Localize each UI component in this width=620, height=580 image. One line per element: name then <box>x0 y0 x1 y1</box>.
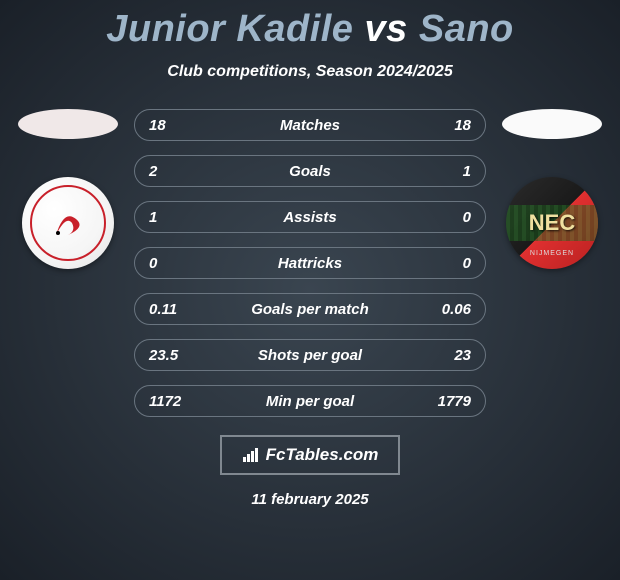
brand-text: FcTables.com <box>266 445 379 465</box>
stat-row: 0 Hattricks 0 <box>134 247 486 279</box>
header: Junior Kadile vs Sano Club competitions,… <box>0 0 620 81</box>
stat-row: 0.11 Goals per match 0.06 <box>134 293 486 325</box>
stat-row: 18 Matches 18 <box>134 109 486 141</box>
subtitle: Club competitions, Season 2024/2025 <box>0 63 620 81</box>
footer: FcTables.com 11 february 2025 <box>0 435 620 508</box>
player1-name: Junior Kadile <box>106 8 353 50</box>
almere-city-icon <box>46 201 90 245</box>
nec-badge-subtext: NIJMEGEN <box>530 250 574 257</box>
stat-right-value: 23 <box>401 347 471 364</box>
stat-right-value: 0 <box>401 255 471 272</box>
stat-row: 1172 Min per goal 1779 <box>134 385 486 417</box>
brand-box: FcTables.com <box>220 435 401 475</box>
stat-label: Min per goal <box>219 393 401 410</box>
content: 18 Matches 18 2 Goals 1 1 Assists 0 0 Ha… <box>0 109 620 417</box>
right-club-badge: NEC NIJMEGEN <box>506 177 598 269</box>
stat-row: 2 Goals 1 <box>134 155 486 187</box>
stat-label: Goals per match <box>219 301 401 318</box>
left-club-badge <box>22 177 114 269</box>
date-text: 11 february 2025 <box>0 491 620 508</box>
stat-left-value: 0 <box>149 255 219 272</box>
stat-label: Matches <box>219 117 401 134</box>
left-side <box>8 109 128 417</box>
stat-left-value: 18 <box>149 117 219 134</box>
stat-label: Hattricks <box>219 255 401 272</box>
stat-row: 23.5 Shots per goal 23 <box>134 339 486 371</box>
stat-left-value: 23.5 <box>149 347 219 364</box>
stat-left-value: 1172 <box>149 393 219 410</box>
nec-badge-text: NEC <box>529 210 575 236</box>
stat-right-value: 1779 <box>401 393 471 410</box>
stat-right-value: 0 <box>401 209 471 226</box>
stat-label: Assists <box>219 209 401 226</box>
chart-icon <box>242 448 260 462</box>
right-side: NEC NIJMEGEN <box>492 109 612 417</box>
vs-text: vs <box>365 8 408 50</box>
player1-photo-placeholder <box>18 109 118 139</box>
stat-label: Goals <box>219 163 401 180</box>
stat-right-value: 0.06 <box>401 301 471 318</box>
comparison-title: Junior Kadile vs Sano <box>0 8 620 51</box>
stat-left-value: 0.11 <box>149 301 219 318</box>
stat-left-value: 2 <box>149 163 219 180</box>
player2-name: Sano <box>419 8 514 50</box>
stat-row: 1 Assists 0 <box>134 201 486 233</box>
stat-right-value: 1 <box>401 163 471 180</box>
stat-label: Shots per goal <box>219 347 401 364</box>
stat-right-value: 18 <box>401 117 471 134</box>
stat-left-value: 1 <box>149 209 219 226</box>
stats-list: 18 Matches 18 2 Goals 1 1 Assists 0 0 Ha… <box>128 109 492 417</box>
player2-photo-placeholder <box>502 109 602 139</box>
